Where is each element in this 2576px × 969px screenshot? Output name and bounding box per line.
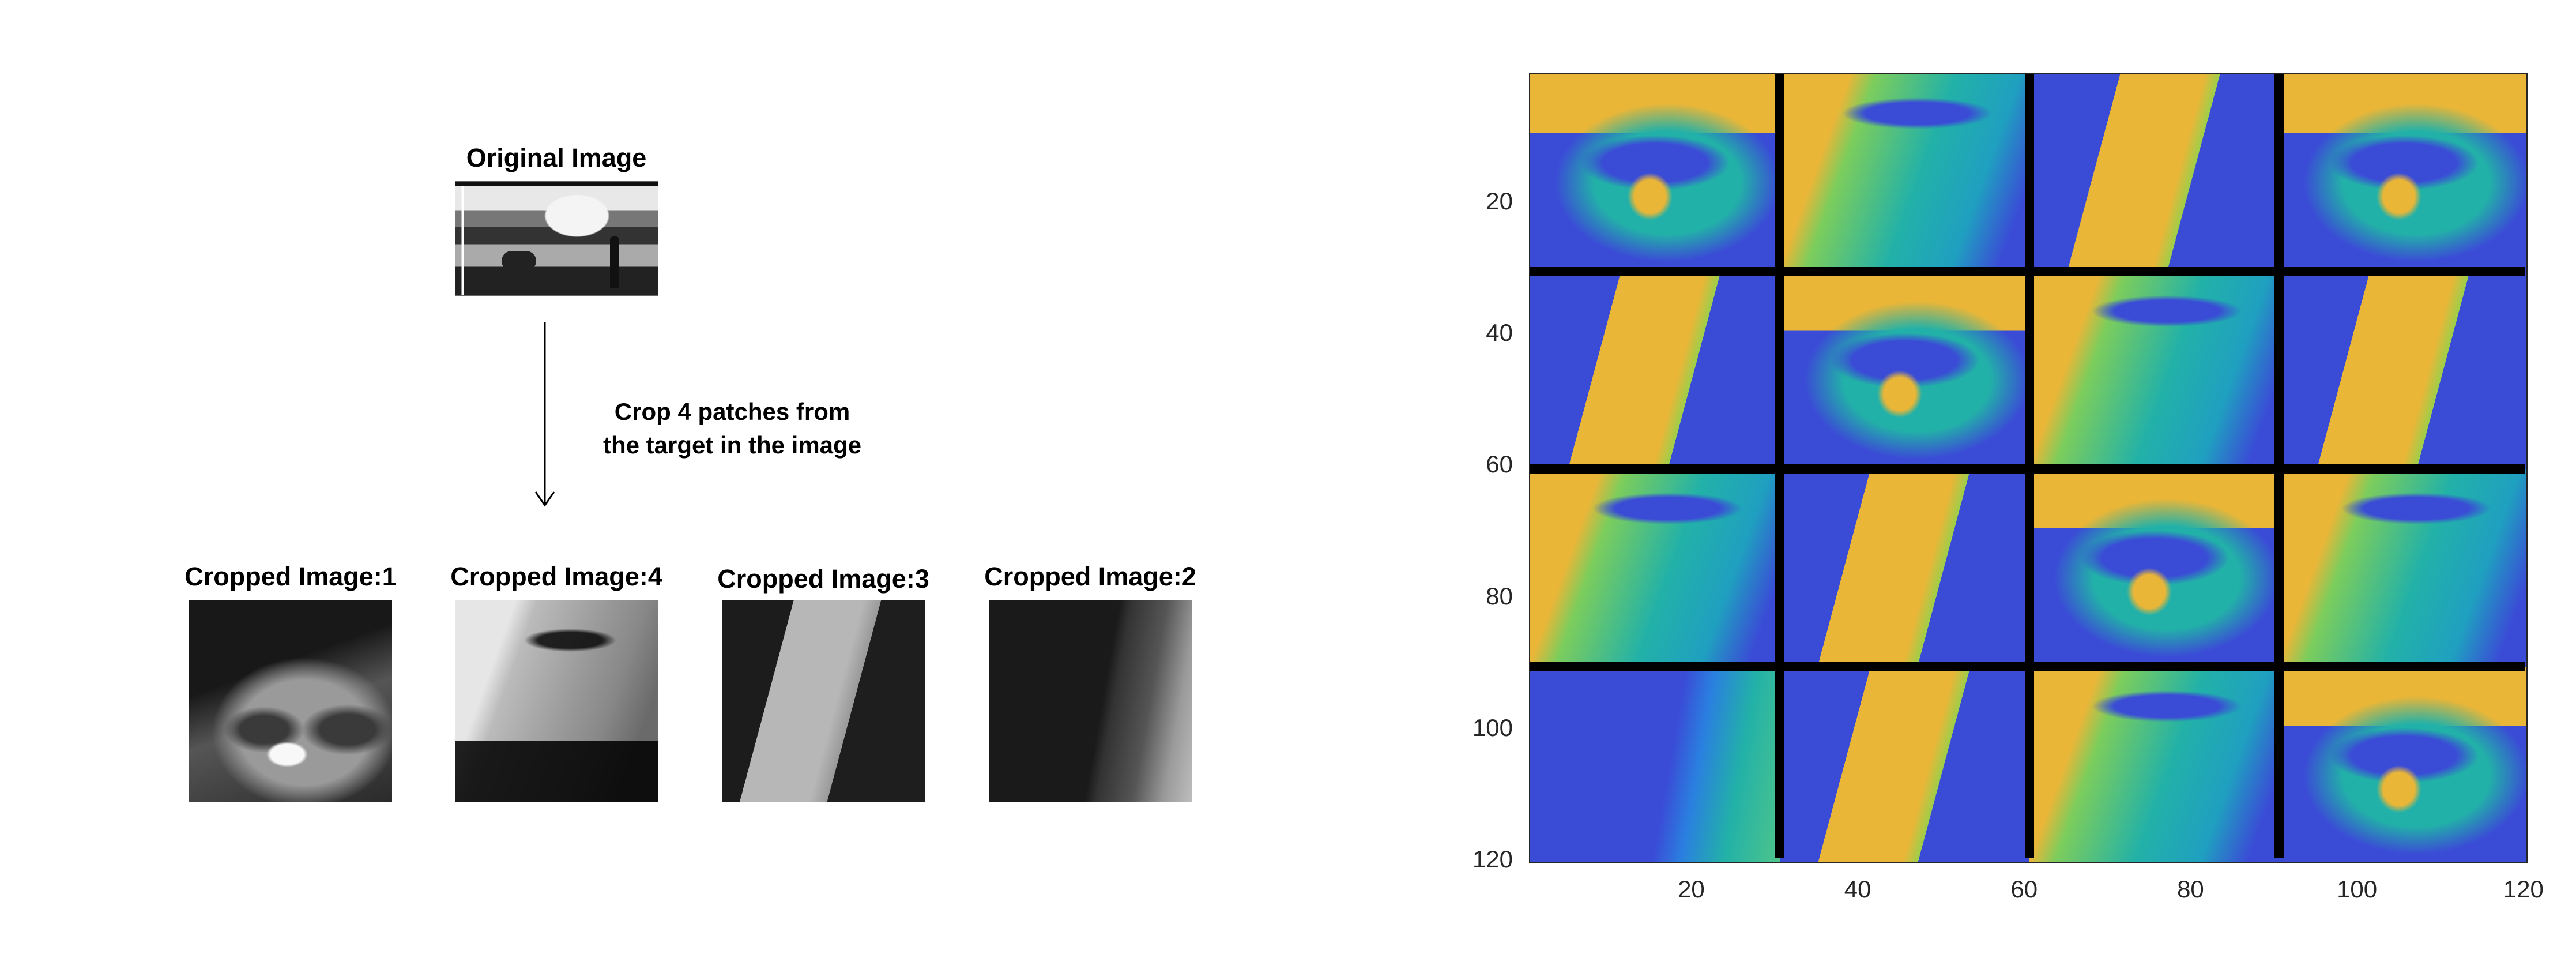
- heatmap-patch: [1530, 666, 1780, 862]
- heatmap-plot-area: [1529, 73, 2528, 863]
- patch-separator-horizontal: [1530, 662, 2525, 671]
- patch-separator-horizontal: [1530, 464, 2525, 474]
- x-tick-label: 100: [2337, 876, 2378, 903]
- heatmap-patch: [2029, 469, 2279, 667]
- x-tick-label: 40: [1844, 876, 1871, 903]
- x-tick-label: 80: [2177, 876, 2204, 903]
- arrow-caption-line2: the target in the image: [602, 431, 862, 459]
- arrow-caption: Crop 4 patches from the target in the im…: [603, 395, 861, 462]
- crop-4-title: Cropped Image:4: [450, 562, 662, 591]
- crop-2-title: Cropped Image:2: [984, 562, 1196, 591]
- arrow-caption-line1: Crop 4 patches from: [614, 398, 850, 425]
- heatmap-patch: [1780, 271, 2029, 469]
- heatmap-patch: [2279, 666, 2526, 862]
- heatmap-patch: [1530, 469, 1780, 667]
- crop-1-title: Cropped Image:1: [184, 562, 397, 591]
- cropped-image-2: [989, 600, 1192, 802]
- heatmap-patch: [1530, 74, 1780, 272]
- y-tick-label: 100: [1472, 713, 1513, 741]
- y-tick-label: 60: [1486, 450, 1513, 478]
- heatmap-patch: [1780, 469, 2029, 667]
- x-tick-label: 60: [2010, 876, 2038, 903]
- heatmap-patch: [2279, 271, 2526, 469]
- heatmap-patch: [2029, 666, 2279, 862]
- x-tick-label: 120: [2503, 876, 2544, 903]
- patch-separator-vertical: [2274, 74, 2284, 858]
- y-tick-label: 40: [1486, 318, 1513, 346]
- heatmap-patch: [2279, 74, 2526, 272]
- heatmap-patch: [2029, 271, 2279, 469]
- heatmap-patch: [1780, 74, 2029, 272]
- heatmap-patch: [1530, 271, 1780, 469]
- heatmap-patch: [2029, 74, 2279, 272]
- y-tick-label: 120: [1472, 846, 1513, 873]
- original-image-title: Original Image: [466, 143, 647, 172]
- cropped-image-3: [722, 600, 925, 802]
- x-tick-label: 20: [1678, 876, 1705, 903]
- cropped-image-4: [455, 600, 658, 802]
- cropped-image-1: [189, 600, 392, 802]
- y-tick-label: 20: [1486, 187, 1513, 215]
- crop-3-title: Cropped Image:3: [717, 564, 929, 594]
- y-tick-label: 80: [1486, 582, 1513, 610]
- heatmap-patch: [2279, 469, 2526, 667]
- heatmap-patch: [1780, 666, 2029, 862]
- crop-arrow: [534, 322, 555, 507]
- original-image: [455, 181, 658, 296]
